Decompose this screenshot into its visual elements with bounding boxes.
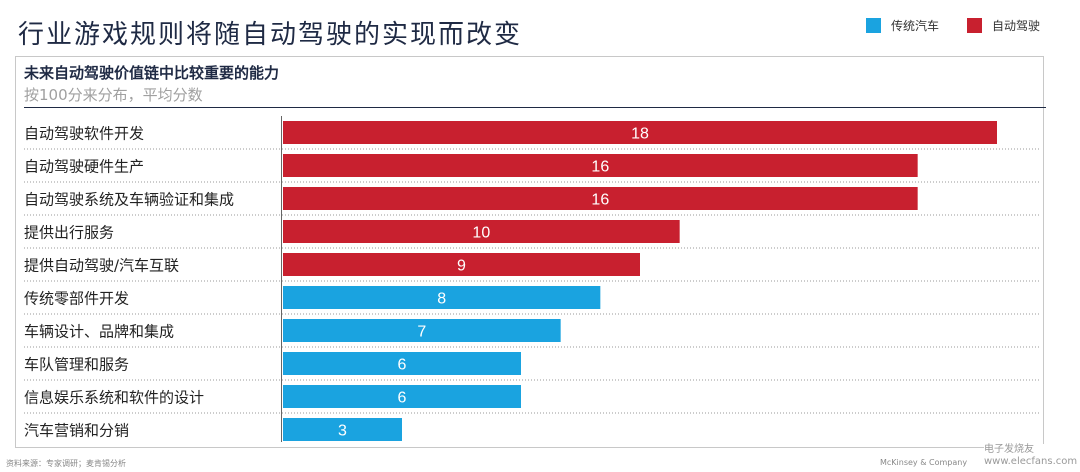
category-label: 提供出行服务 (24, 224, 114, 242)
category-label: 自动驾驶系统及车辆验证和集成 (24, 191, 234, 209)
bar (283, 187, 918, 210)
data-label: 6 (398, 390, 407, 407)
category-label: 信息娱乐系统和软件的设计 (24, 389, 204, 407)
bar (283, 286, 601, 309)
chart-subtitle: 按100分来分布，平均分数 (24, 86, 203, 104)
bar (283, 253, 640, 276)
data-label: 8 (437, 291, 446, 308)
category-label: 自动驾驶硬件生产 (24, 158, 144, 176)
chart-title: 未来自动驾驶价值链中比较重要的能力 (24, 64, 280, 82)
category-label: 车队管理和服务 (24, 356, 129, 374)
legend-swatch-traditional (865, 18, 881, 33)
footer-brand: McKinsey & Company (880, 458, 968, 467)
bar (283, 385, 521, 408)
bar (283, 418, 402, 441)
data-label: 16 (591, 192, 609, 209)
data-label: 9 (457, 258, 466, 275)
page-title: 行业游戏规则将随自动驾驶的实现而改变 (18, 20, 523, 50)
legend-label-traditional: 传统汽车 (890, 19, 939, 33)
legend: 传统汽车 自动驾驶 (838, 17, 1040, 34)
category-label: 自动驾驶软件开发 (24, 125, 144, 143)
legend-label-autonomous: 自动驾驶 (991, 19, 1040, 33)
y-axis-line (281, 116, 282, 442)
bar (283, 352, 521, 375)
category-label: 提供自动驾驶/汽车互联 (24, 257, 179, 275)
header-divider (24, 107, 1046, 108)
category-label: 汽车营销和分销 (24, 422, 129, 440)
category-label: 车辆设计、品牌和集成 (24, 323, 174, 341)
chart-frame (15, 56, 1044, 448)
data-label: 3 (338, 423, 347, 440)
category-label: 传统零部件开发 (24, 290, 129, 308)
legend-item-traditional: 传统汽车 (865, 17, 939, 34)
bar (283, 154, 918, 177)
data-label: 6 (398, 357, 407, 374)
data-label: 10 (472, 225, 490, 242)
data-label: 7 (417, 324, 426, 341)
legend-swatch-autonomous (966, 18, 982, 33)
data-label: 18 (631, 126, 649, 143)
bar (283, 121, 997, 144)
data-label: 16 (591, 159, 609, 176)
watermark: 电子发烧友 www.elecfans.com (984, 444, 1078, 468)
source-note: 资料来源：专家调研；麦肯锡分析 (6, 459, 126, 468)
bar (283, 319, 561, 342)
bar (283, 220, 680, 243)
legend-item-autonomous: 自动驾驶 (966, 17, 1040, 34)
